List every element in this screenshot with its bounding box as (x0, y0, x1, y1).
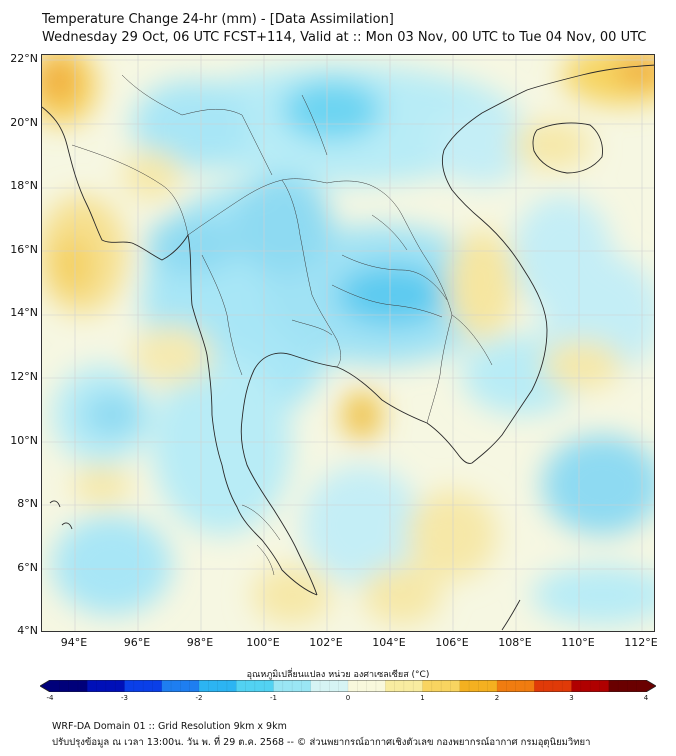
colorbar (40, 680, 656, 692)
colorbar-swatch (422, 680, 461, 692)
colorbar-swatch (87, 680, 125, 692)
colorbar-max-arrow (646, 680, 656, 692)
colorbar-swatch (459, 680, 498, 692)
longitude-label: 104°E (372, 636, 406, 649)
colorbar-swatch (236, 680, 274, 692)
map-subtitle: Wednesday 29 Oct, 06 UTC FCST+114, Valid… (42, 30, 647, 45)
map-title: Temperature Change 24-hr (mm) - [Data As… (42, 12, 394, 27)
colorbar-tick-label: -3 (121, 694, 128, 702)
footer-credit: ปรับปรุงข้อมูล ณ เวลา 13:00น. วัน พ. ที่… (52, 737, 591, 748)
colorbar-tick-label: -2 (195, 694, 203, 702)
graticule (42, 55, 654, 631)
latitude-label: 4°N (17, 624, 38, 638)
latitude-label: 16°N (10, 242, 38, 256)
longitude-label: 100°E (246, 636, 280, 649)
colorbar-tick-label: -1 (270, 694, 277, 702)
longitude-label: 112°E (624, 636, 658, 649)
longitude-label: 108°E (498, 636, 532, 649)
colorbar-title: อุณหภูมิเปลี่ยนแปลง หน่วย องศาเซลเซียส (… (246, 670, 430, 680)
colorbar-tick-label: 0 (345, 694, 351, 702)
longitude-label: 96°E (123, 636, 151, 649)
map-panel (41, 54, 655, 632)
longitude-label: 102°E (309, 636, 343, 649)
colorbar-tick-label: -4 (46, 694, 54, 702)
temperature-field (42, 55, 654, 625)
colorbar-swatch (534, 680, 572, 692)
colorbar-tick-label: 4 (643, 694, 649, 702)
colorbar-swatch (608, 680, 647, 692)
colorbar-tick-label: 2 (494, 694, 500, 702)
colorbar-swatch (199, 680, 237, 692)
borders (71, 74, 493, 576)
latitude-label: 8°N (17, 497, 38, 511)
latitude-label: 18°N (10, 179, 38, 193)
colorbar-swatch (273, 680, 312, 692)
colorbar-tick-label: 3 (569, 694, 574, 702)
longitude-label: 94°E (60, 636, 88, 649)
latitude-label: 6°N (17, 560, 38, 574)
colorbar-swatch (124, 680, 163, 692)
colorbar-swatch (50, 680, 88, 692)
latitude-label: 14°N (10, 306, 38, 320)
latitude-label: 12°N (10, 370, 38, 383)
temperature-change-map (42, 55, 654, 631)
longitude-label: 110°E (561, 636, 595, 649)
colorbar-swatch (497, 680, 535, 692)
longitude-label: 98°E (186, 636, 214, 649)
colorbar-swatch (571, 680, 610, 692)
colorbar-min-arrow (40, 680, 50, 692)
latitude-label: 10°N (10, 433, 38, 447)
colorbar-swatch (348, 680, 386, 692)
colorbar-swatch (161, 680, 200, 692)
longitude-label: 106°E (435, 636, 469, 649)
colorbar-swatch (310, 680, 349, 692)
colorbar-tick-label: 1 (420, 694, 425, 702)
footer-model-info: WRF-DA Domain 01 :: Grid Resolution 9km … (52, 721, 287, 732)
colorbar-swatch (385, 680, 423, 692)
coastlines (42, 64, 654, 631)
latitude-label: 22°N (10, 52, 38, 65)
latitude-label: 20°N (10, 115, 38, 129)
